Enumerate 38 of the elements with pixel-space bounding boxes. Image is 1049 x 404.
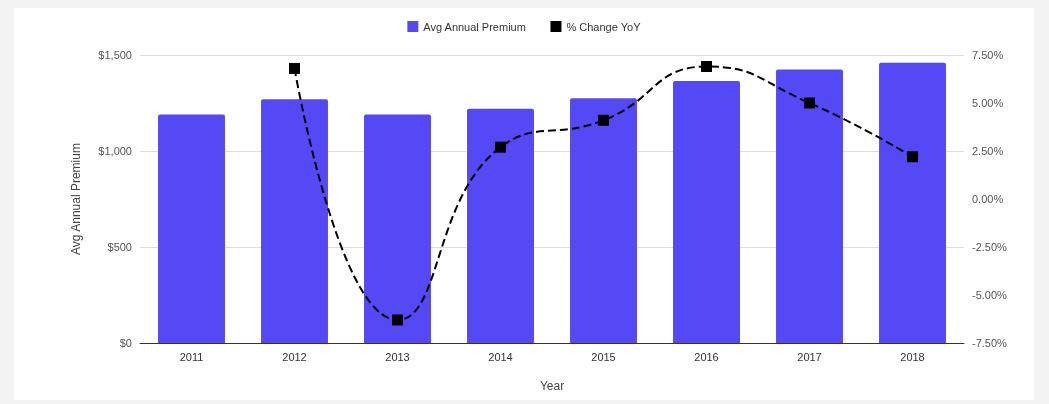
x-tick-label: 2012 <box>282 350 307 363</box>
bar <box>570 98 637 343</box>
legend-label: Avg Annual Premium <box>423 20 526 33</box>
point <box>701 61 712 73</box>
x-tick-label: 2015 <box>591 350 616 363</box>
y-tick-label: $500 <box>107 241 132 253</box>
bar <box>776 69 843 343</box>
point <box>907 151 918 163</box>
y-axis-title: Avg Annual Premium <box>69 143 83 255</box>
bar <box>364 114 431 343</box>
legend-label: % Change YoY <box>566 20 642 33</box>
y2-tick-label: 5.00% <box>972 97 1004 109</box>
x-tick-label: 2018 <box>900 350 925 363</box>
point <box>598 114 609 126</box>
y-tick-label: $1,500 <box>98 49 132 61</box>
y2-tick-label: -7.50% <box>972 337 1008 349</box>
bar <box>673 80 740 343</box>
x-tick-label: 2013 <box>385 350 410 363</box>
x-axis-title: Year <box>539 379 565 393</box>
point <box>804 97 815 109</box>
x-tick-label: 2016 <box>694 350 719 363</box>
y2-tick-label: -2.50% <box>972 241 1008 253</box>
x-tick-label: 2014 <box>488 350 513 363</box>
y2-tick-label: -5.00% <box>972 289 1008 301</box>
point <box>289 62 300 74</box>
y2-tick-label: 2.50% <box>972 145 1004 157</box>
y-tick-label: $1,000 <box>98 145 132 157</box>
point <box>392 314 403 326</box>
bar <box>261 99 328 343</box>
bar <box>879 62 946 343</box>
x-tick-label: 2017 <box>797 350 822 363</box>
bar <box>158 114 225 343</box>
y2-tick-label: 0.00% <box>972 193 1004 205</box>
bar <box>467 108 534 343</box>
x-tick-label: 2011 <box>179 350 204 363</box>
point <box>495 141 506 153</box>
y-tick-label: $0 <box>119 337 132 349</box>
y2-tick-label: 7.50% <box>972 49 1004 61</box>
